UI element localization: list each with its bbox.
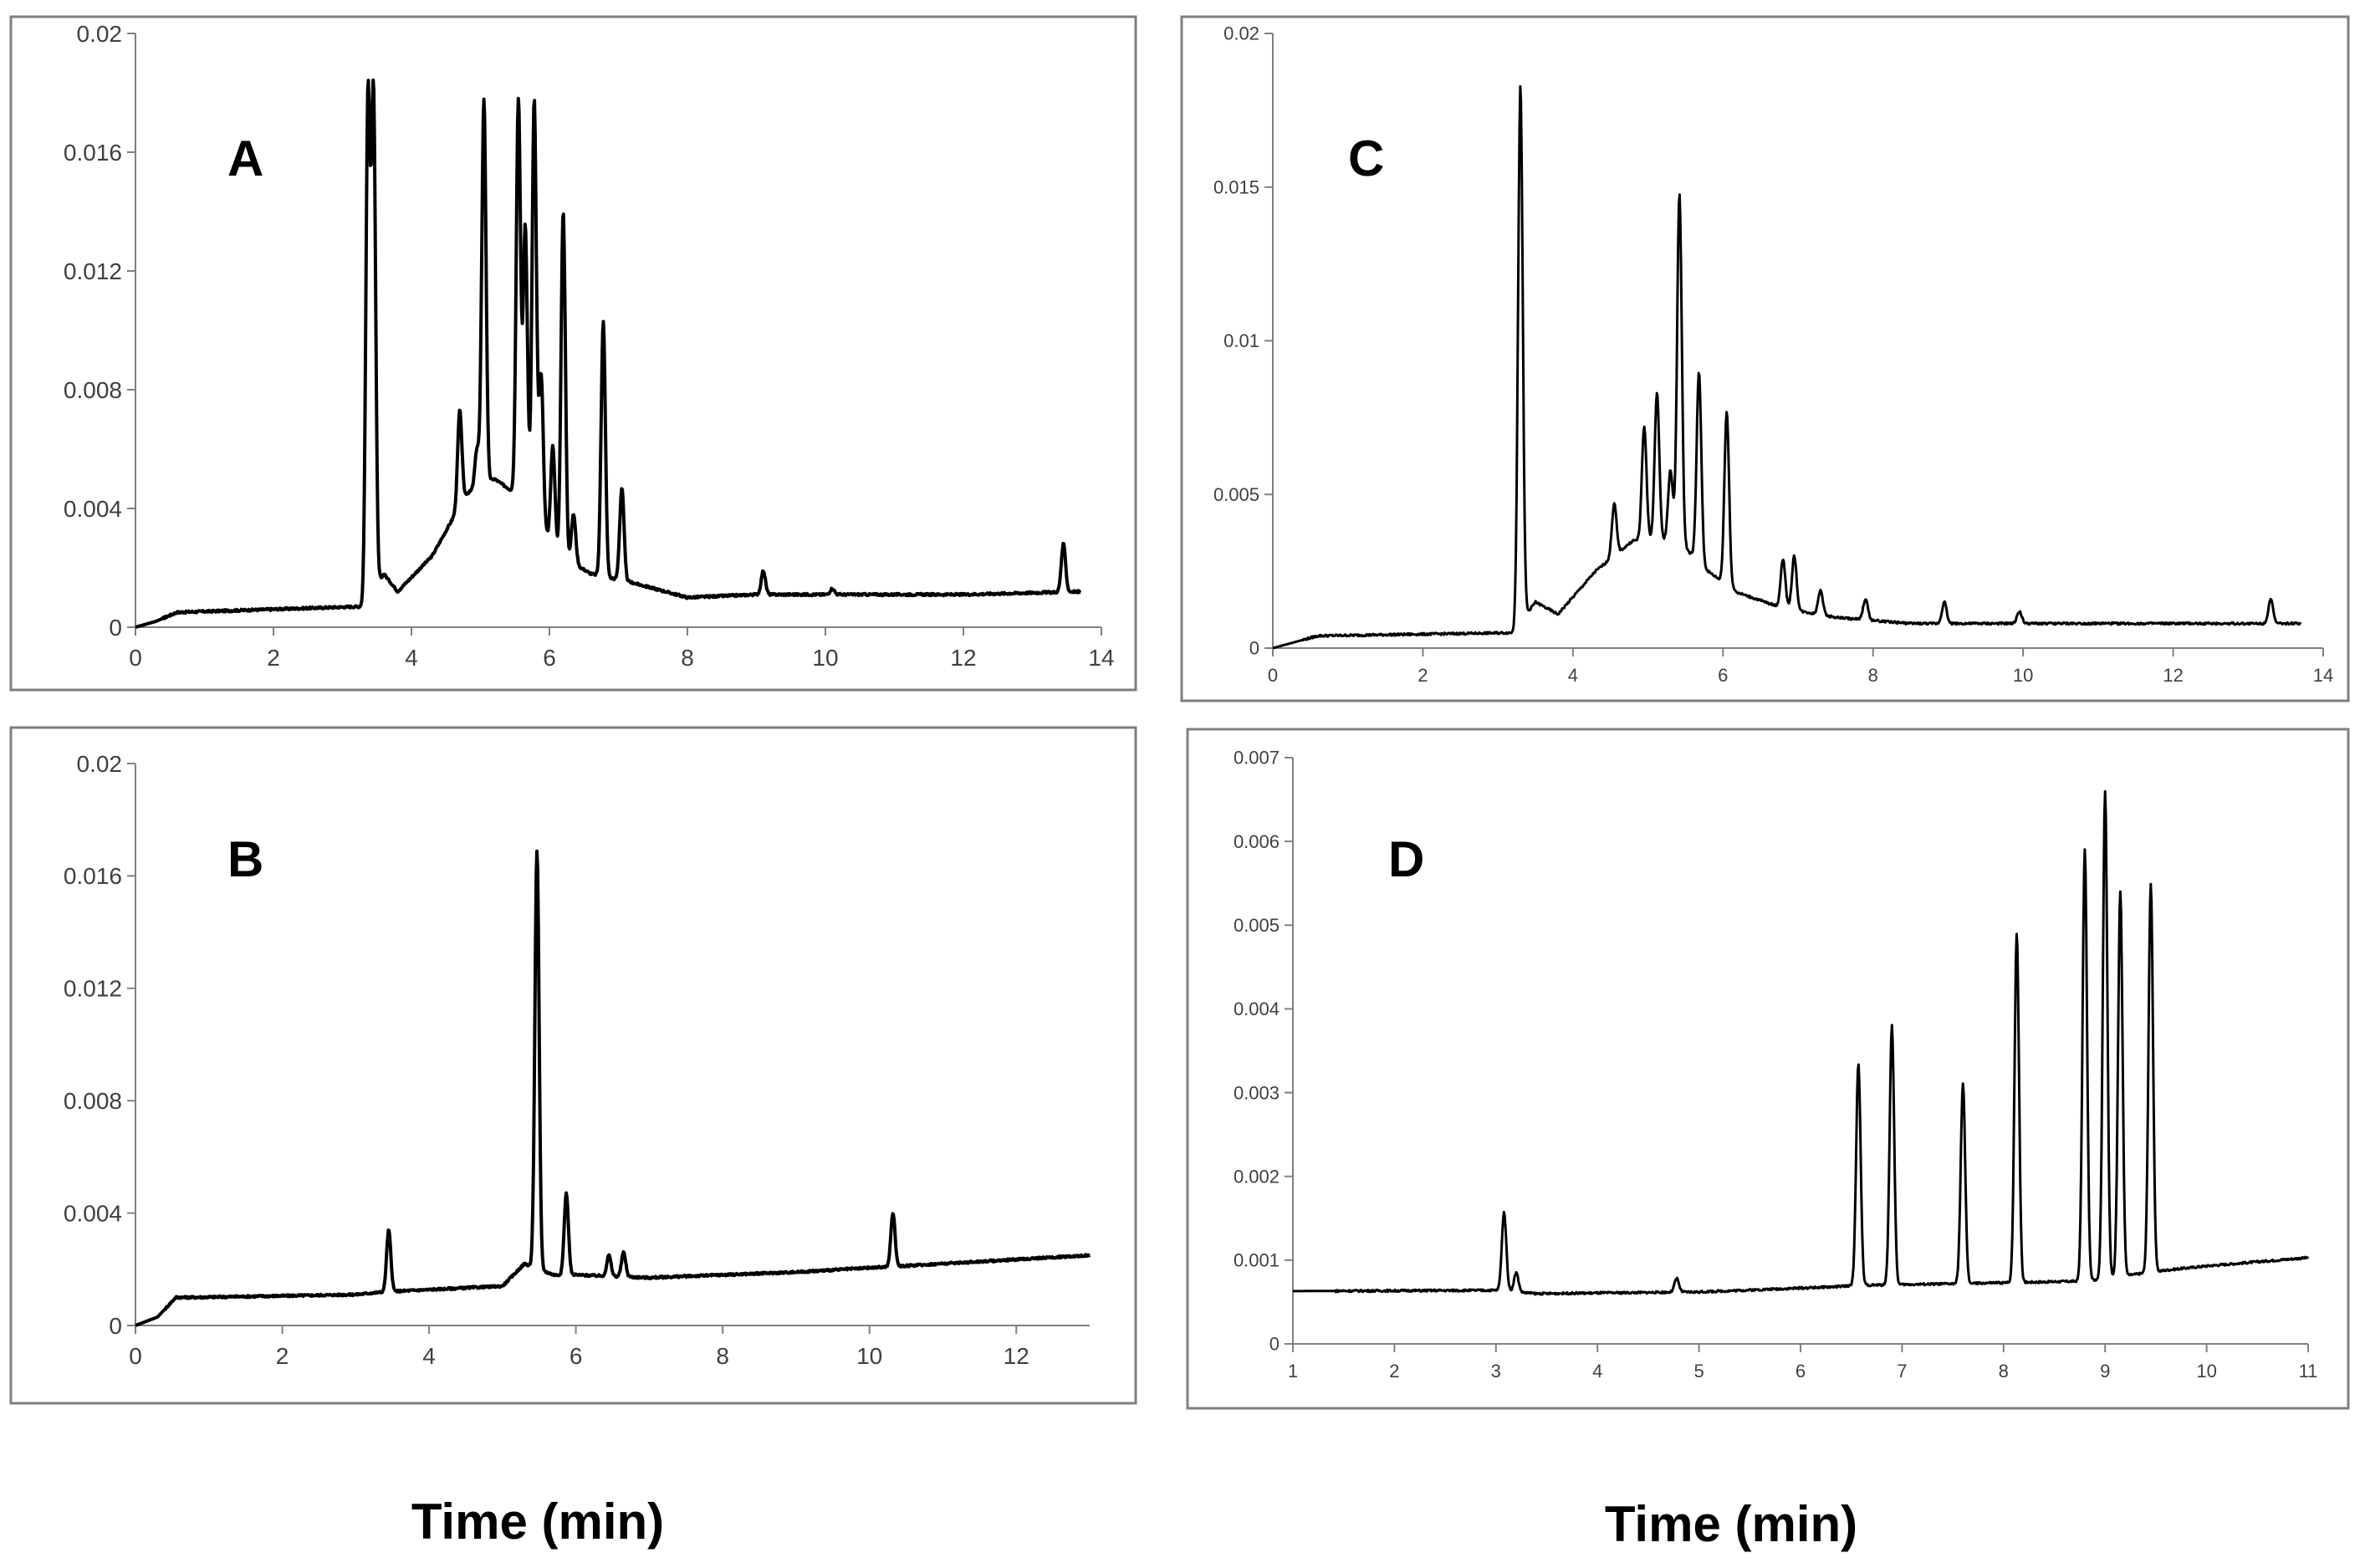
panel-c-x-tick-label: 4 xyxy=(1568,665,1578,686)
panel-a-x-tick-label: 8 xyxy=(681,645,694,671)
panel-c-x-tick-label: 0 xyxy=(1268,665,1278,686)
panel-d-x-tick-label: 6 xyxy=(1796,1361,1806,1382)
panel-c-x-tick-label: 14 xyxy=(2313,665,2333,686)
x-axis-title-left: Time (min) xyxy=(411,1494,664,1550)
panel-c-x-tick-label: 2 xyxy=(1418,665,1428,686)
panel-b-x-tick-label: 2 xyxy=(276,1343,289,1369)
panel-a: A 0 0.004 0.008 0.012 0.016 0.02 0 2 4 6 8 10 12 14 xyxy=(9,15,1137,692)
panel-b-x-tick-label: 6 xyxy=(570,1343,583,1369)
panel-d-y-tick-label: 0.003 xyxy=(1234,1082,1280,1103)
panel-c-y-tick-label: 0.01 xyxy=(1223,330,1259,351)
panel-a-y-tick-label: 0.012 xyxy=(64,258,122,284)
panel-b-x-tick-label: 4 xyxy=(422,1343,436,1369)
panel-c-y-tick-label: 0.015 xyxy=(1213,176,1259,197)
panel-b-x-tick-label: 8 xyxy=(716,1343,729,1369)
panel-b-frame xyxy=(9,726,1137,1405)
panel-a-x-tick-label: 14 xyxy=(1088,645,1114,671)
panel-d-x-tick-label: 4 xyxy=(1592,1361,1602,1382)
panel-c-label: C xyxy=(1348,130,1384,186)
panel-c-y-tick-label: 0.005 xyxy=(1213,484,1259,505)
panel-d: D 0 0.001 0.002 0.003 0.004 0.005 0.006 0.007 1 2… xyxy=(1186,728,2350,1410)
panel-d-x-tick-label: 2 xyxy=(1389,1361,1399,1382)
panel-a-y-tick-label: 0.004 xyxy=(64,496,122,522)
x-axis-title-right: Time (min) xyxy=(1605,1496,1857,1552)
panel-d-y-tick-label: 0.001 xyxy=(1234,1250,1280,1271)
panel-c-chromatogram-trace xyxy=(1272,84,2302,650)
panel-a-y-tick-label: 0.016 xyxy=(64,140,122,166)
panel-a-x-tick-label: 4 xyxy=(405,645,418,671)
panel-d-chromatogram-trace xyxy=(1292,789,2310,1296)
panel-d-x-tick-label: 10 xyxy=(2196,1361,2216,1382)
panel-b-y-tick-label: 0 xyxy=(109,1313,122,1339)
panel-d-x-tick-label: 11 xyxy=(2299,1361,2318,1382)
panel-d-x-tick-label: 9 xyxy=(2100,1361,2110,1382)
panel-a-chromatogram-trace xyxy=(134,78,1082,629)
panel-d-y-tick-label: 0 xyxy=(1269,1334,1280,1355)
panel-c-y-tick-label: 0 xyxy=(1249,638,1259,659)
panel-d-y-tick-label: 0.006 xyxy=(1234,831,1280,852)
panel-c-x-tick-label: 10 xyxy=(2013,665,2033,686)
panel-b-y-tick-label: 0.008 xyxy=(64,1088,122,1114)
panel-d-frame xyxy=(1186,728,2350,1410)
panel-a-x-tick-label: 6 xyxy=(543,645,556,671)
panel-c: C 0 0.005 0.01 0.015 0.02 0 2 4 6 8 10 12 14 xyxy=(1180,15,2350,702)
panel-a-x-tick-label: 10 xyxy=(812,645,838,671)
panel-d-label: D xyxy=(1388,831,1424,887)
panel-a-y-tick-label: 0.02 xyxy=(77,21,123,47)
panel-b-y-tick-label: 0.012 xyxy=(64,976,122,1002)
panel-b-label: B xyxy=(227,831,263,887)
panel-a-y-tick-label: 0 xyxy=(109,615,122,641)
panel-b-y-tick-label: 0.016 xyxy=(64,863,122,889)
panel-d-x-tick-label: 8 xyxy=(1999,1361,2009,1382)
panel-b: B 0 0.004 0.008 0.012 0.016 0.02 0 2 4 6 8 10 12 xyxy=(9,726,1137,1405)
panel-b-chromatogram-trace xyxy=(134,849,1091,1327)
panel-a-x-tick-label: 12 xyxy=(950,645,976,671)
panel-d-y-tick-label: 0.007 xyxy=(1234,748,1280,769)
panel-a-label: A xyxy=(227,130,263,186)
panel-c-x-tick-label: 8 xyxy=(1868,665,1878,686)
panel-d-y-tick-label: 0.002 xyxy=(1234,1166,1280,1187)
panel-d-x-tick-label: 3 xyxy=(1491,1361,1501,1382)
panel-d-y-tick-label: 0.004 xyxy=(1234,999,1280,1019)
panel-d-x-tick-label: 5 xyxy=(1693,1361,1704,1382)
panel-a-x-tick-label: 0 xyxy=(129,645,142,671)
panel-d-x-tick-label: 1 xyxy=(1288,1361,1298,1382)
panel-b-x-tick-label: 10 xyxy=(856,1343,882,1369)
panel-a-y-tick-label: 0.008 xyxy=(64,377,122,403)
panel-b-x-tick-label: 12 xyxy=(1004,1343,1029,1369)
panel-c-x-tick-label: 6 xyxy=(1718,665,1728,686)
panel-b-x-tick-label: 0 xyxy=(129,1343,142,1369)
panel-b-y-tick-label: 0.004 xyxy=(64,1200,122,1226)
panel-c-x-tick-label: 12 xyxy=(2163,665,2183,686)
panel-c-frame xyxy=(1180,15,2350,702)
panel-a-x-tick-label: 2 xyxy=(267,645,280,671)
panel-d-x-tick-label: 7 xyxy=(1897,1361,1907,1382)
panel-c-y-tick-label: 0.02 xyxy=(1223,23,1259,44)
panel-a-frame xyxy=(9,15,1137,692)
panel-d-y-tick-label: 0.005 xyxy=(1234,915,1280,936)
panel-b-y-tick-label: 0.02 xyxy=(77,751,123,777)
